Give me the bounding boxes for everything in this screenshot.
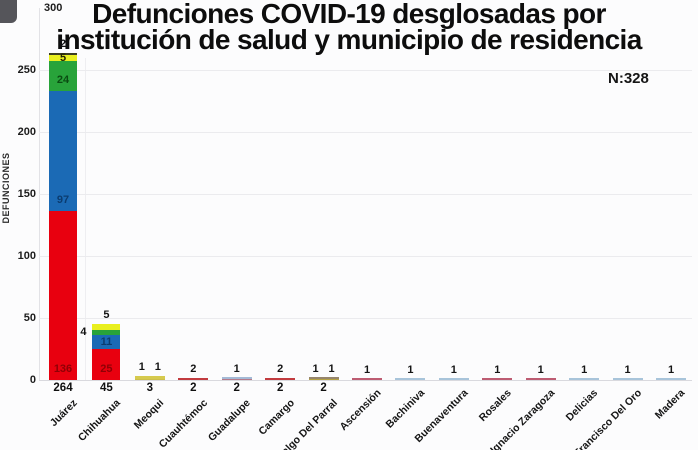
bar-total-cuauhte-moc: 2 (190, 382, 197, 394)
bar-total-hidalgo-del-parral: 2 (320, 382, 327, 394)
chart-title-line1: Defunciones COVID-19 desglosadas por (92, 0, 606, 29)
bar-segment-ascensio-n-0 (352, 378, 382, 380)
segment-label-left-chihuahua: 4 (80, 325, 87, 338)
bar-segment-madera-0 (656, 378, 687, 380)
bar-total-chihuahua: 45 (100, 382, 113, 394)
category-label-delicias: Delicias (564, 387, 601, 424)
bar-total-meoqui: 3 (146, 382, 154, 394)
bar-segment-jua-rez-3 (49, 55, 77, 62)
above-label-guadalupe-0: 1 (233, 362, 240, 375)
category-label-rosales: Rosales (476, 387, 514, 424)
bar-segment-delicias-0 (569, 378, 600, 380)
y-tick-300: 300 (44, 2, 63, 14)
category-label-bachiniva: Bachiniva (383, 387, 427, 431)
gridline-50 (39, 318, 692, 319)
above-label-bachiniva-0: 1 (407, 363, 414, 376)
above-label-hidalgo-del-parral-1: 1 (328, 362, 335, 375)
bar-segment-jua-rez-0 (49, 211, 77, 380)
y-tick-100: 100 (17, 250, 36, 262)
above-label-chihuahua-0: 5 (103, 309, 110, 322)
vertical-artifact-line (85, 58, 86, 380)
bar-segment-chihuahua-0 (92, 349, 121, 380)
above-label-rosales-0: 1 (494, 363, 501, 376)
y-tick-150: 150 (17, 188, 36, 200)
bar-segment-hidalgo-del-parral-1 (308, 377, 339, 379)
gridline-250 (39, 70, 692, 71)
gridline-150 (39, 194, 692, 195)
bar-segment-chihuahua-3 (92, 324, 121, 331)
above-label-cuauhte-moc-0: 2 (190, 362, 197, 375)
bar-segment-jua-rez-4 (49, 52, 77, 56)
bar-segment-guadalupe-0 (221, 378, 252, 380)
y-tick-250: 250 (17, 64, 36, 76)
category-label-madera: Madera (653, 387, 688, 422)
category-label-jua-rez: Juárez (47, 397, 80, 430)
gridline-0 (39, 380, 692, 381)
bar-segment-camargo-0 (265, 377, 296, 380)
bar-segment-chihuahua-1 (92, 335, 121, 349)
bar-segment-ignacio-zaragoza-0 (525, 378, 556, 380)
category-label-meoqui: Meoqui (131, 397, 167, 432)
above-label-meoqui-1: 1 (154, 361, 161, 374)
above-label-ignacio-zaragoza-0: 1 (537, 363, 544, 376)
bar-segment-meoqui-0 (134, 378, 165, 380)
above-label-meoqui-0: 1 (138, 361, 145, 374)
bar-segment-chihuahua-2 (92, 330, 121, 336)
gridline-100 (39, 256, 692, 257)
above-label-jua-rez-0: 2 (59, 37, 67, 50)
above-label-camargo-0: 2 (277, 362, 284, 375)
sample-size-annotation: N:328 (608, 70, 649, 87)
bar-total-jua-rez: 264 (53, 382, 73, 394)
bar-segment-bachiniva-0 (395, 378, 426, 380)
segment-label-jua-rez-0: 136 (53, 363, 73, 375)
above-label-hidalgo-del-parral-0: 1 (312, 362, 319, 375)
above-label-buenaventura-0: 1 (450, 363, 457, 376)
category-label-camargo: Camargo (255, 397, 297, 438)
segment-label-jua-rez-3: 5 (59, 52, 67, 65)
bar-segment-jua-rez-2 (49, 61, 77, 92)
y-tick-200: 200 (17, 126, 36, 138)
bar-segment-rosales-0 (482, 378, 513, 380)
y-tick-50: 50 (23, 312, 36, 324)
above-label-madera-0: 1 (667, 363, 675, 376)
video-player-corner (0, 0, 17, 23)
category-label-chihuahua: Chihuahua (76, 397, 123, 444)
bar-segment-buenaventura-0 (438, 378, 469, 380)
bar-segment-guadalupe-1 (221, 377, 252, 379)
category-label-guadalupe: Guadalupe (206, 397, 254, 444)
segment-label-chihuahua-1: 11 (100, 336, 113, 349)
bar-total-guadalupe: 2 (233, 382, 240, 394)
bar-segment-hidalgo-del-parral-0 (308, 378, 339, 380)
bar-segment-san-francisco-del-oro-0 (612, 378, 643, 380)
segment-label-jua-rez-1: 97 (56, 194, 70, 207)
bar-segment-meoqui-1 (134, 377, 165, 379)
chart-title-line2: institución de salud y municipio de resi… (56, 24, 642, 55)
segment-label-jua-rez-2: 24 (56, 74, 70, 87)
bar-total-camargo: 2 (276, 382, 284, 394)
above-label-ascensio-n-0: 1 (363, 363, 371, 376)
bar-segment-jua-rez-1 (49, 91, 77, 212)
segment-label-chihuahua-0: 25 (100, 363, 113, 375)
bar-segment-meoqui-2 (134, 375, 165, 378)
bar-segment-cuauhte-moc-0 (178, 377, 209, 380)
above-label-san-francisco-del-oro-0: 1 (624, 363, 631, 376)
y-tick-0: 0 (29, 374, 36, 386)
gridline-200 (39, 132, 692, 133)
above-label-delicias-0: 1 (581, 363, 588, 376)
